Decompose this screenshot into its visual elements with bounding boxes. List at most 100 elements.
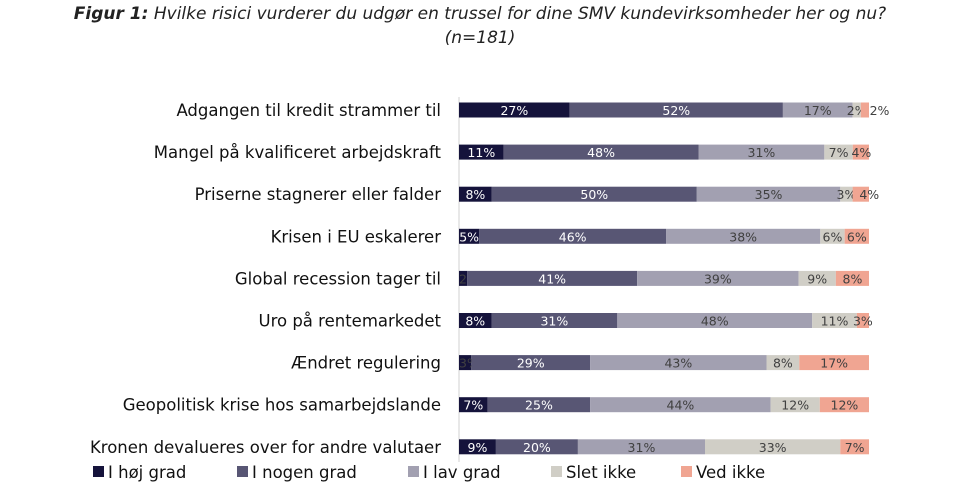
bar-segment <box>819 397 869 413</box>
data-label: 8% <box>773 356 793 371</box>
data-label: 9% <box>807 271 827 286</box>
data-label: 6% <box>847 229 867 244</box>
bar-segment <box>782 102 853 118</box>
data-label: 3% <box>853 314 873 329</box>
data-label: 48% <box>701 314 729 329</box>
category-label: Ændret regulering <box>291 354 441 373</box>
data-label: 31% <box>540 314 568 329</box>
bar-segment <box>487 397 591 413</box>
data-label: 17% <box>820 356 848 371</box>
data-label: 17% <box>804 103 832 118</box>
bar-segment <box>698 144 825 160</box>
legend-swatch <box>681 466 692 477</box>
bar-segment <box>503 144 699 160</box>
data-label: 29% <box>517 356 545 371</box>
bar-segment <box>569 102 783 118</box>
bar-segment <box>766 355 800 371</box>
bar-segment <box>617 313 813 328</box>
data-label: 31% <box>628 440 656 455</box>
bar-segment <box>495 439 578 455</box>
bar-segment <box>459 270 468 286</box>
data-label: 52% <box>662 103 690 118</box>
data-label: 41% <box>538 271 566 286</box>
category-label: Mangel på kvalificeret arbejdskraft <box>154 143 442 162</box>
bar-segment <box>459 144 504 160</box>
data-label: 4% <box>859 187 879 202</box>
bar-segment <box>812 313 857 328</box>
bar-segment <box>770 397 820 413</box>
legend-label: I nogen grad <box>252 463 357 482</box>
category-label: Krisen i EU eskalerer <box>271 227 442 246</box>
bar-segment <box>856 313 869 328</box>
legend-swatch <box>93 466 104 477</box>
data-label: 38% <box>729 229 757 244</box>
bar-segment <box>840 439 869 455</box>
legend-swatch <box>551 466 562 477</box>
bar-segment <box>471 355 591 371</box>
bar-segment <box>590 355 767 371</box>
bar-segment <box>459 186 492 202</box>
category-label: Adgangen til kredit strammer til <box>176 101 441 120</box>
bar-segment <box>799 355 869 371</box>
data-label: 43% <box>664 356 692 371</box>
bar-segment <box>491 186 697 202</box>
legend-swatch <box>237 466 248 477</box>
data-label: 11% <box>467 145 495 160</box>
bar-segment <box>459 228 480 244</box>
data-label: 39% <box>704 271 732 286</box>
chart-title: Figur 1: Hvilke risici vurderer du udgør… <box>0 2 960 50</box>
legend-label: I høj grad <box>108 463 186 482</box>
bar-segment <box>844 228 869 244</box>
data-label: 12% <box>831 398 859 413</box>
data-label: 8% <box>465 314 485 329</box>
bar-segment <box>852 186 869 202</box>
bar-segment <box>479 228 667 244</box>
bar-segment <box>852 144 869 160</box>
legend-swatch <box>408 466 419 477</box>
data-label: 44% <box>667 398 695 413</box>
bar-segment <box>666 228 821 244</box>
data-label: 4% <box>851 145 871 160</box>
bar-segment <box>467 270 638 286</box>
data-label: 48% <box>587 145 615 160</box>
data-label: 8% <box>465 187 485 202</box>
data-label: 2% <box>870 103 890 118</box>
title-text: Hvilke risici vurderer du udgør en truss… <box>153 4 887 24</box>
title-prefix: Figur 1: <box>73 4 149 24</box>
data-label: 7% <box>463 398 483 413</box>
bar-segment <box>696 186 841 202</box>
bar-segment <box>459 397 488 413</box>
category-label: Geopolitisk krise hos samarbejdslande <box>123 396 441 415</box>
data-label: 12% <box>781 398 809 413</box>
legend-label: Ved ikke <box>696 463 765 482</box>
bar-segment <box>459 313 492 328</box>
bar-segment <box>860 102 869 118</box>
bar-segment <box>491 313 618 328</box>
data-label: 31% <box>748 145 776 160</box>
bar-segment <box>835 270 869 286</box>
data-label: 25% <box>525 398 553 413</box>
bar-segment <box>820 228 845 244</box>
category-label: Uro på rentemarkedet <box>259 312 442 331</box>
data-label: 6% <box>823 229 843 244</box>
data-label: 20% <box>523 440 551 455</box>
data-label: 27% <box>500 103 528 118</box>
category-label: Kronen devalueres over for andre valutae… <box>90 438 441 457</box>
bar-segment <box>459 439 496 455</box>
data-label: 8% <box>843 271 863 286</box>
bar-segment <box>798 270 836 286</box>
data-label: 11% <box>821 314 849 329</box>
data-label: 35% <box>755 187 783 202</box>
category-label: Priserne stagnerer eller falder <box>195 185 442 204</box>
bar-segment <box>705 439 841 455</box>
bar-segment <box>459 102 570 118</box>
data-label: 50% <box>580 187 608 202</box>
bar-segment <box>459 355 472 371</box>
legend-label: Slet ikke <box>566 463 636 482</box>
bar-segment <box>852 102 861 118</box>
data-label: 7% <box>829 145 849 160</box>
data-label: 46% <box>559 229 587 244</box>
chart-subtitle: (n=181) <box>444 28 516 48</box>
data-label: 7% <box>845 440 865 455</box>
